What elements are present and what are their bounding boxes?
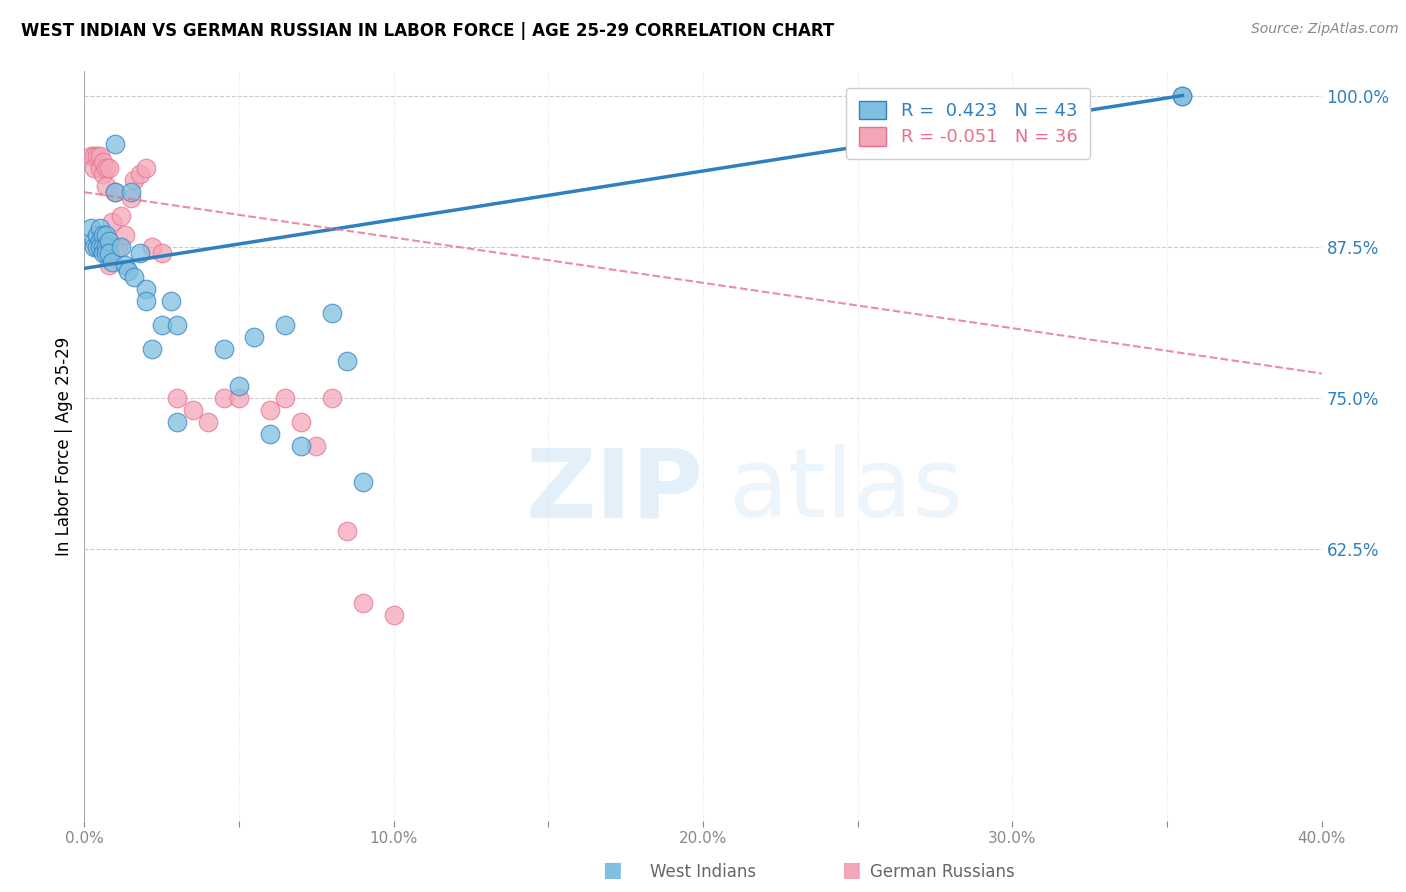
Point (101, 215, 124, 229)
Point (83, 234, 105, 248)
Text: Source: ZipAtlas.com: Source: ZipAtlas.com (1251, 22, 1399, 37)
Point (259, 402, 281, 417)
Point (129, 245, 152, 260)
Point (89, 149, 111, 163)
Point (98, 245, 121, 260)
Point (160, 293, 183, 308)
Point (91, 239, 114, 253)
Point (135, 282, 157, 296)
Point (274, 391, 297, 405)
Point (114, 227, 136, 242)
Point (91, 245, 114, 260)
Point (79, 149, 101, 163)
Point (94, 179, 117, 194)
Point (94, 227, 117, 242)
Point (150, 245, 173, 260)
Point (83, 149, 105, 163)
Point (150, 318, 173, 333)
Point (141, 343, 163, 357)
Point (197, 415, 219, 429)
Point (166, 415, 188, 429)
Text: West Indians: West Indians (650, 863, 756, 881)
Point (122, 173, 145, 187)
Point (129, 167, 152, 181)
Text: ■: ■ (841, 860, 860, 880)
Point (141, 239, 163, 253)
Point (352, 475, 374, 490)
Point (243, 330, 266, 344)
Point (101, 255, 124, 269)
Y-axis label: In Labor Force | Age 25-29: In Labor Force | Age 25-29 (55, 336, 73, 556)
Point (104, 136, 127, 151)
Point (135, 293, 157, 308)
Point (98, 161, 121, 175)
Point (91, 167, 114, 181)
Point (91, 155, 114, 169)
Point (321, 306, 343, 320)
Point (290, 439, 312, 453)
Point (166, 391, 188, 405)
Point (181, 402, 204, 417)
Point (104, 185, 127, 199)
Point (86, 149, 108, 163)
Point (89, 239, 111, 253)
Point (86, 239, 108, 253)
Point (321, 391, 343, 405)
Point (290, 415, 312, 429)
Point (83, 239, 105, 253)
Point (1171, 88, 1194, 103)
Point (107, 239, 129, 253)
Point (166, 318, 188, 333)
Point (98, 258, 121, 272)
Point (305, 439, 328, 453)
Point (212, 391, 235, 405)
Point (110, 210, 132, 224)
Point (336, 524, 359, 538)
Text: ■: ■ (602, 860, 621, 880)
Point (228, 378, 250, 392)
Point (104, 185, 127, 199)
Point (94, 239, 117, 253)
Point (122, 269, 145, 284)
Point (382, 608, 405, 623)
Point (259, 426, 281, 441)
Point (79, 221, 101, 235)
Text: German Russians: German Russians (870, 863, 1014, 881)
Point (98, 234, 121, 248)
Point (89, 221, 111, 235)
Point (212, 343, 235, 357)
Point (1171, 88, 1194, 103)
Point (86, 227, 108, 242)
Text: ZIP: ZIP (524, 444, 703, 538)
Legend: R =  0.423   N = 43, R = -0.051   N = 36: R = 0.423 N = 43, R = -0.051 N = 36 (846, 88, 1090, 159)
Point (117, 264, 139, 278)
Text: atlas: atlas (728, 444, 963, 538)
Point (94, 245, 117, 260)
Point (83, 161, 105, 175)
Point (94, 161, 117, 175)
Point (336, 354, 359, 368)
Text: WEST INDIAN VS GERMAN RUSSIAN IN LABOR FORCE | AGE 25-29 CORRELATION CHART: WEST INDIAN VS GERMAN RUSSIAN IN LABOR F… (21, 22, 834, 40)
Point (120, 191, 142, 205)
Point (91, 227, 114, 242)
Point (114, 258, 136, 272)
Point (135, 161, 157, 175)
Point (89, 234, 111, 248)
Point (110, 239, 132, 253)
Point (120, 185, 142, 199)
Point (228, 391, 250, 405)
Point (274, 318, 297, 333)
Point (89, 161, 111, 175)
Point (352, 596, 374, 610)
